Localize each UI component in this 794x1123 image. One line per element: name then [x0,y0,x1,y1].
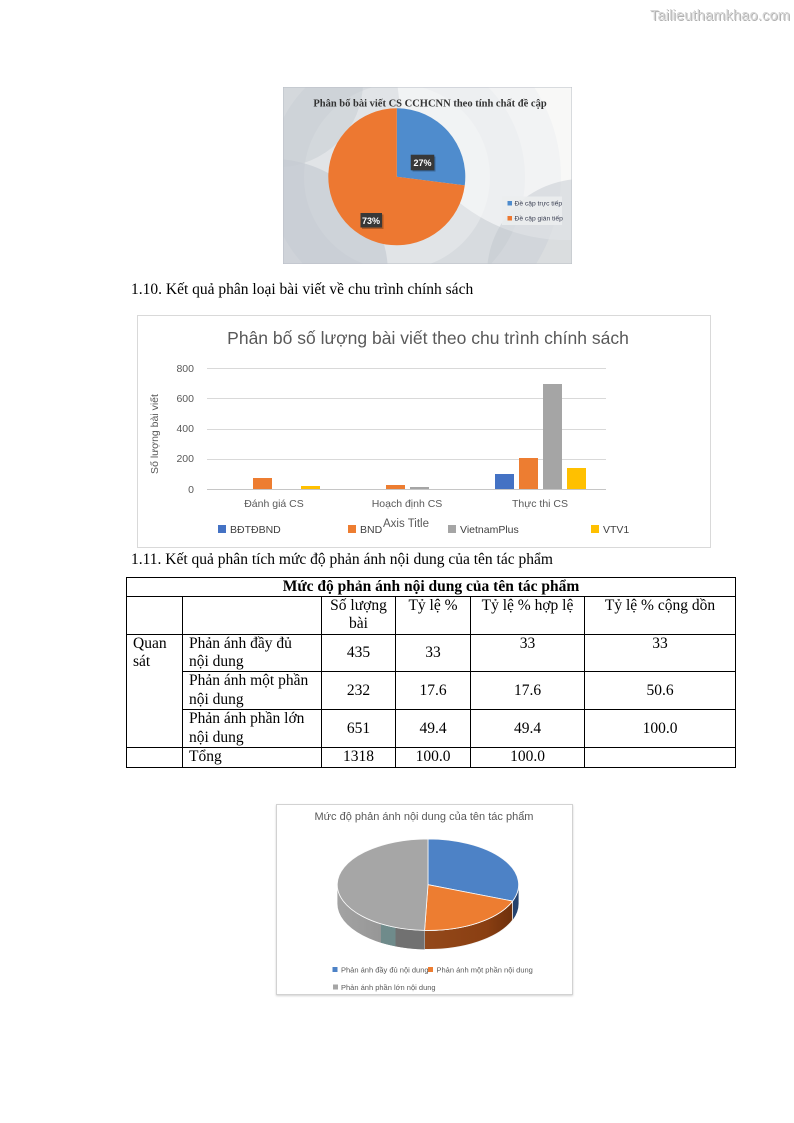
svg-text:Phản ánh một phần nội dung: Phản ánh một phần nội dung [437,966,533,975]
svg-text:Mức độ phản ánh nội dung của t: Mức độ phản ánh nội dung của tên tác phẩ… [315,811,534,823]
svg-text:27%: 27% [413,158,431,168]
svg-text:Phản ánh đầy đủ nội dung: Phản ánh đầy đủ nội dung [341,966,429,975]
svg-text:73%: 73% [362,216,380,226]
svg-text:Phản ánh phần lớn nội dung: Phản ánh phần lớn nội dung [341,983,436,992]
svg-text:Phân bố bài viết CS CCHCNN the: Phân bố bài viết CS CCHCNN theo tính chấ… [313,99,547,110]
svg-text:Đề cập gián tiếp: Đề cập gián tiếp [515,214,564,223]
svg-text:Đề cập trực tiếp: Đề cập trực tiếp [515,199,563,208]
